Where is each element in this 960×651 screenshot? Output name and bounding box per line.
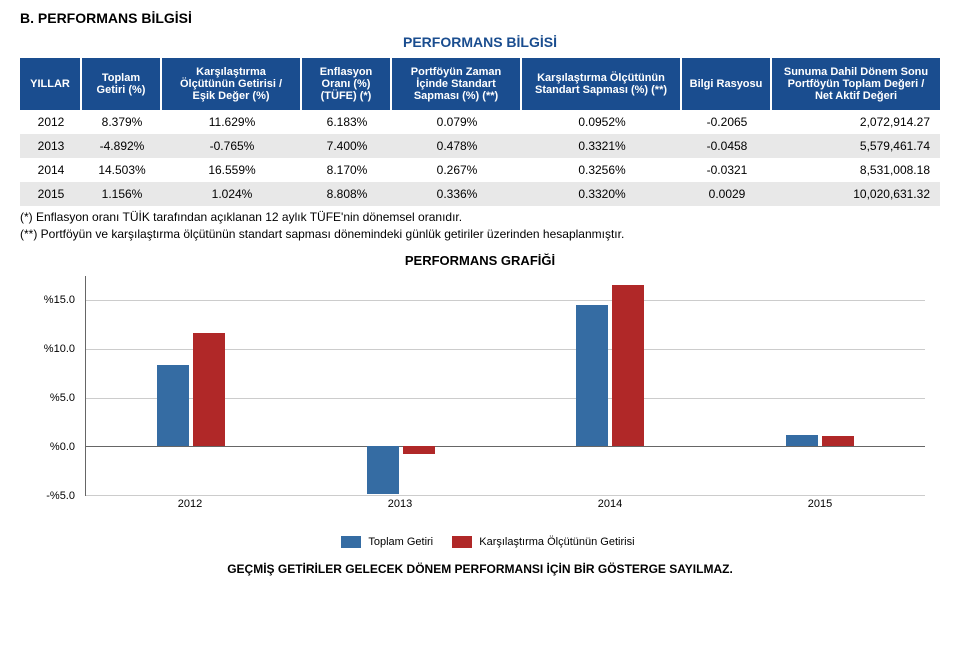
hdr-bilgi-rasyosu: Bilgi Rasyosu <box>682 58 772 110</box>
footnote-1: (*) Enflasyon oranı TÜİK tarafından açık… <box>20 210 940 224</box>
xtick-label: 2014 <box>598 498 622 510</box>
section-title: B. PERFORMANS BİLGİSİ <box>20 10 940 26</box>
hdr-enflasyon: Enflasyon Oranı (%) (TÜFE) (*) <box>302 58 392 110</box>
hdr-portfoy-sapma: Portföyün Zaman İçinde Standart Sapması … <box>392 58 522 110</box>
bar <box>403 446 435 453</box>
ytick-label: %5.0 <box>30 392 75 404</box>
gridline <box>86 300 925 301</box>
bar <box>822 436 854 446</box>
table-body: 20128.379%11.629%6.183%0.079%0.0952%-0.2… <box>20 110 940 206</box>
zero-line <box>86 446 925 447</box>
footnote-2: (**) Portföyün ve karşılaştırma ölçütünü… <box>20 227 940 241</box>
bar <box>612 285 644 446</box>
hdr-sunuma-dahil: Sunuma Dahil Dönem Sonu Portföyün Toplam… <box>772 58 940 110</box>
bar <box>157 365 189 447</box>
legend-swatch-toplam <box>341 536 361 548</box>
bar <box>576 305 608 446</box>
hdr-yillar: YILLAR <box>20 58 82 110</box>
bar <box>193 333 225 446</box>
chart-xaxis: 2012 2013 2014 2015 <box>85 498 925 516</box>
table-row: 20151.156%1.024%8.808%0.336%0.3320%0.002… <box>20 182 940 206</box>
bar <box>367 446 399 494</box>
legend-swatch-karsilastirma <box>452 536 472 548</box>
ytick-label: %15.0 <box>30 294 75 306</box>
hdr-karsilastirma-sapma: Karşılaştırma Ölçütünün Standart Sapması… <box>522 58 682 110</box>
table-header: YILLAR Toplam Getiri (%) Karşılaştırma Ö… <box>20 58 940 110</box>
xtick-label: 2015 <box>808 498 832 510</box>
bar <box>786 435 818 446</box>
xtick-label: 2012 <box>178 498 202 510</box>
table-row: 201414.503%16.559%8.170%0.267%0.3256%-0.… <box>20 158 940 182</box>
chart-plot-area <box>85 276 925 496</box>
performance-chart: -%5.0 %0.0 %5.0 %10.0 %15.0 2012 2013 2014 2015 <box>30 276 930 526</box>
chart-legend: Toplam Getiri Karşılaştırma Ölçütünün Ge… <box>20 536 940 548</box>
chart-yaxis: -%5.0%0.0%5.0%10.0%15.0 <box>30 276 80 496</box>
table-row: 20128.379%11.629%6.183%0.079%0.0952%-0.2… <box>20 110 940 134</box>
ytick-label: -%5.0 <box>30 490 75 502</box>
ytick-label: %0.0 <box>30 441 75 453</box>
legend-label-toplam: Toplam Getiri <box>368 536 433 548</box>
table-title: PERFORMANS BİLGİSİ <box>20 34 940 50</box>
hdr-karsilastirma-getiri: Karşılaştırma Ölçütünün Getirisi / Eşik … <box>162 58 302 110</box>
legend-label-karsilastirma: Karşılaştırma Ölçütünün Getirisi <box>479 536 634 548</box>
chart-title: PERFORMANS GRAFİĞİ <box>20 253 940 268</box>
xtick-label: 2013 <box>388 498 412 510</box>
ytick-label: %10.0 <box>30 343 75 355</box>
hdr-toplam-getiri: Toplam Getiri (%) <box>82 58 162 110</box>
disclaimer: GEÇMİŞ GETİRİLER GELECEK DÖNEM PERFORMAN… <box>20 562 940 576</box>
table-row: 2013-4.892%-0.765%7.400%0.478%0.3321%-0.… <box>20 134 940 158</box>
footnotes: (*) Enflasyon oranı TÜİK tarafından açık… <box>20 210 940 241</box>
gridline <box>86 495 925 496</box>
